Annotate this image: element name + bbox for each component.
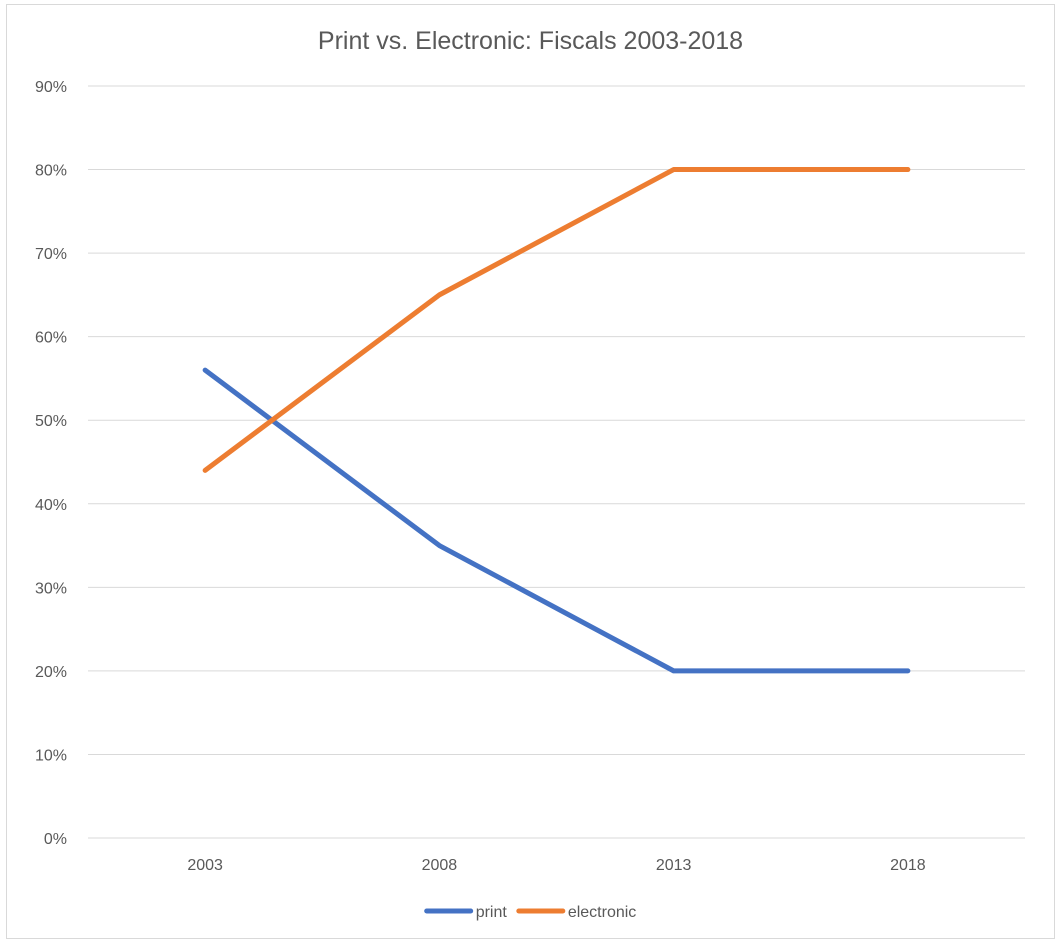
x-tick-label: 2013: [656, 857, 692, 874]
y-tick-label: 40%: [35, 497, 67, 514]
y-axis-labels: 0% 10% 20% 30% 40% 50% 60% 70% 80% 90%: [35, 79, 67, 848]
y-tick-label: 20%: [35, 664, 67, 681]
y-tick-label: 10%: [35, 747, 67, 764]
x-axis-labels: 2003 2008 2013 2018: [187, 857, 925, 874]
legend-label-electronic: electronic: [568, 904, 636, 921]
y-tick-label: 0%: [44, 831, 67, 848]
y-tick-label: 90%: [35, 79, 67, 96]
chart-frame: Print vs. Electronic: Fiscals 2003-2018: [6, 4, 1055, 939]
legend-label-print: print: [476, 904, 508, 921]
gridlines: [88, 85, 1025, 839]
y-tick-label: 80%: [35, 163, 67, 180]
series-line-print: [202, 367, 911, 674]
x-tick-label: 2018: [890, 857, 926, 874]
y-tick-label: 70%: [35, 246, 67, 263]
series-lines: [202, 167, 911, 674]
y-tick-label: 50%: [35, 413, 67, 430]
series-line-electronic: [202, 167, 911, 473]
y-tick-label: 60%: [35, 330, 67, 347]
chart-title: Print vs. Electronic: Fiscals 2003-2018: [317, 27, 744, 55]
legend: print electronic: [424, 904, 636, 921]
x-tick-label: 2003: [187, 857, 223, 874]
y-tick-label: 30%: [35, 580, 67, 597]
x-tick-label: 2008: [422, 857, 458, 874]
